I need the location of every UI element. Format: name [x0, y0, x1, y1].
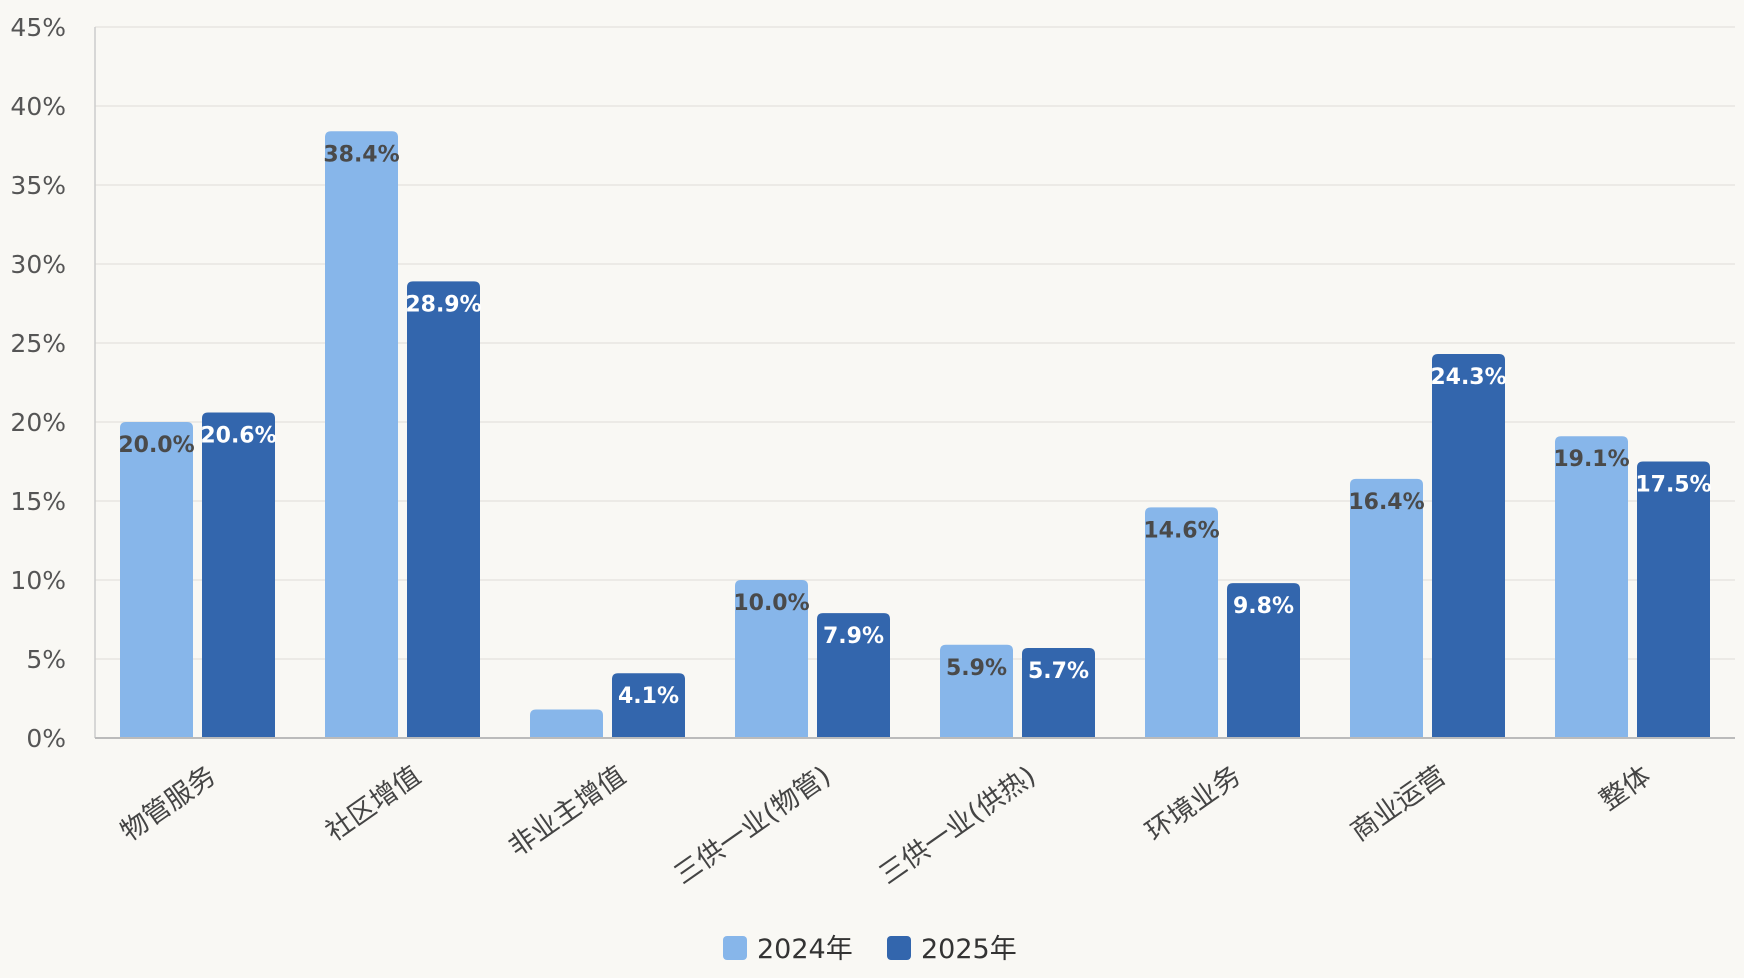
x-tick-label: 环境业务: [1140, 760, 1246, 847]
bar-series1[interactable]: [530, 709, 603, 738]
y-tick-label: 0%: [26, 724, 66, 753]
data-label: 9.8%: [1233, 594, 1294, 619]
y-tick-label: 5%: [26, 645, 66, 674]
axes: [94, 27, 1735, 739]
bar-series2[interactable]: [1432, 354, 1505, 738]
x-tick-label: 三供一业(物管): [669, 760, 837, 890]
bar-series1[interactable]: [120, 422, 193, 738]
y-tick-label: 35%: [10, 171, 66, 200]
data-label: 14.6%: [1143, 518, 1219, 543]
x-tick-label: 三供一业(供热): [874, 760, 1042, 890]
bar-series1[interactable]: [735, 580, 808, 738]
x-tick-label: 物管服务: [115, 760, 221, 847]
data-label: 38.4%: [323, 142, 399, 167]
bar-series1[interactable]: [325, 131, 398, 738]
bar-series1[interactable]: [1555, 436, 1628, 738]
x-axis-ticks: 物管服务 社区增值 非业主增值 三供一业(物管) 三供一业(供热) 环境业务 商业运营 整体: [115, 760, 1656, 890]
bars: 20.0% 20.6% 38.4% 28.9% 4.1% 10.0% 7.9% 5.9% 5.7…: [118, 131, 1712, 739]
legend-label: 2025年: [921, 934, 1017, 965]
legend[interactable]: 2024年 2025年: [723, 934, 1017, 965]
legend-item-series1[interactable]: 2024年: [723, 934, 853, 965]
legend-swatch: [887, 936, 911, 960]
y-tick-label: 25%: [10, 329, 66, 358]
legend-item-series2[interactable]: 2025年: [887, 934, 1017, 965]
x-tick-label: 商业运营: [1345, 760, 1451, 847]
y-tick-label: 20%: [10, 408, 66, 437]
bar-series2[interactable]: [1637, 461, 1710, 739]
legend-swatch: [723, 936, 747, 960]
data-label: 28.9%: [405, 292, 481, 317]
bar-series2[interactable]: [612, 673, 685, 738]
y-tick-label: 10%: [10, 566, 66, 595]
x-tick-label: 整体: [1595, 760, 1657, 816]
y-tick-label: 40%: [10, 92, 66, 121]
y-tick-label: 45%: [10, 13, 66, 42]
data-label: 10.0%: [733, 591, 809, 616]
bar-series1[interactable]: [1350, 478, 1423, 738]
y-tick-label: 15%: [10, 487, 66, 516]
data-label: 4.1%: [618, 684, 679, 709]
bar-series2[interactable]: [407, 281, 480, 738]
x-tick-label: 社区增值: [320, 760, 426, 847]
y-tick-label: 30%: [10, 250, 66, 279]
data-label: 17.5%: [1635, 473, 1711, 498]
bar-series1[interactable]: [940, 644, 1013, 738]
data-label: 19.1%: [1553, 447, 1629, 472]
x-tick-label: 非业主增值: [503, 760, 631, 863]
bar-series2[interactable]: [1227, 583, 1300, 738]
bar-series2[interactable]: [1022, 647, 1095, 738]
data-label: 5.7%: [1028, 659, 1089, 684]
bar-series1[interactable]: [1145, 507, 1218, 738]
data-label: 7.9%: [823, 624, 884, 649]
data-label: 16.4%: [1348, 490, 1424, 515]
data-label: 5.9%: [946, 656, 1007, 681]
y-axis-ticks: 0% 5% 10% 15% 20% 25% 30% 35% 40% 45%: [10, 13, 66, 753]
data-label: 20.0%: [118, 433, 194, 458]
data-label: 20.6%: [200, 424, 276, 449]
legend-label: 2024年: [757, 934, 853, 965]
bar-series2[interactable]: [817, 613, 890, 738]
bar-series2[interactable]: [202, 412, 275, 738]
data-label: 24.3%: [1430, 365, 1506, 390]
